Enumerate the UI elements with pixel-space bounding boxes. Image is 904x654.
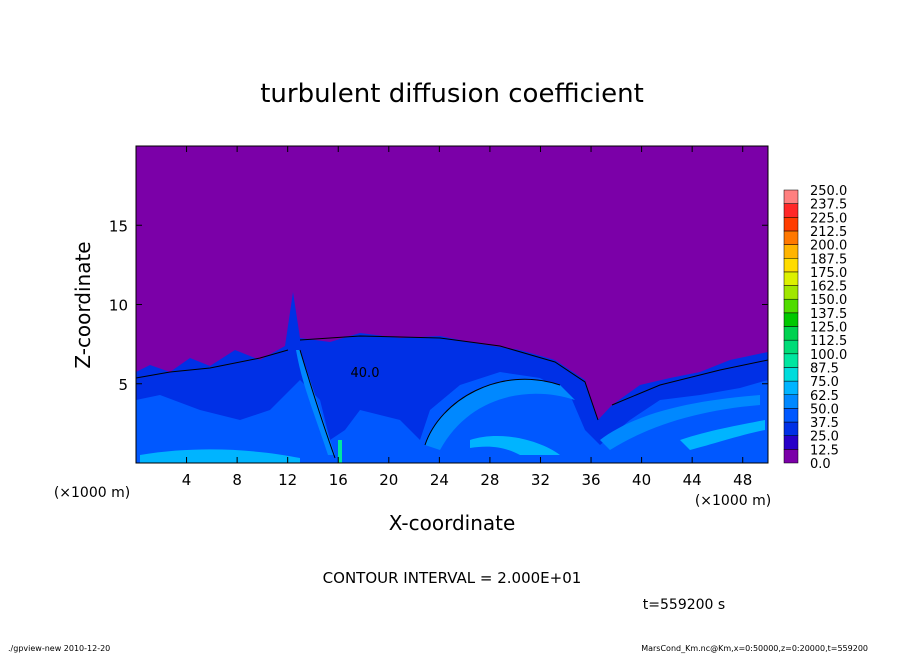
contour-interval: CONTOUR INTERVAL = 2.000E+01 [323,569,582,587]
colorbar-band [783,230,799,245]
colorbar-band [783,367,799,382]
colorbar-label: 12.5 [810,443,839,458]
x-tick-label: 48 [733,471,752,489]
x-tick-label: 4 [182,471,192,489]
colorbar-band [783,312,799,327]
colorbar-label: 0.0 [810,457,831,472]
x-tick-label: 40 [632,471,651,489]
chart-title: turbulent diffusion coefficient [260,79,644,109]
field: 40.0 [135,146,769,463]
y-tick-label: 5 [118,376,128,394]
colorbar-label: 62.5 [810,389,839,404]
colorbar-label: 125.0 [810,321,847,336]
colorbar-band [783,189,799,204]
x-tick-label: 24 [430,471,449,489]
colorbar-band [783,380,799,396]
x-tick-label: 32 [531,471,550,489]
x-tick-label: 16 [329,471,348,489]
y-tick-label: 10 [109,297,128,315]
colorbar-band [783,271,799,286]
footer-left: ./gpview-new 2010-12-20 [8,644,110,653]
y-axis-label: Z-coordinate [71,241,95,368]
colorbar-label: 75.0 [810,375,839,390]
contour-label: 40.0 [351,366,380,381]
colorbar-band [783,203,799,218]
colorbar-band [783,298,799,314]
colorbar-band [783,408,799,423]
colorbar-band [783,435,799,450]
x-tick-label: 20 [379,471,398,489]
x-tick-label: 12 [278,471,297,489]
colorbar-band [783,258,799,273]
colorbar-band [783,421,799,436]
colorbar-band [783,339,799,355]
contour-line [135,335,769,459]
colorbar-label: 100.0 [810,348,847,363]
colorbar-band [783,244,799,259]
x-tick-label: 44 [683,471,702,489]
colorbar-label: 250.0 [810,184,847,199]
colorbar-band [783,353,799,368]
x-unit-label: (×1000 m) [695,493,771,509]
x-tick-label: 8 [232,471,242,489]
x-tick-label: 36 [581,471,600,489]
colorbar-label: 212.5 [810,225,847,240]
colorbar-band [783,285,799,300]
colorbar-band [783,217,799,232]
colorbar-label: 137.5 [810,307,847,322]
colorbar-band [783,449,799,464]
colorbar-label: 237.5 [810,198,847,213]
colorbar-label: 175.0 [810,266,847,281]
footer-right: MarsCond_Km.nc@Km,x=0:50000,z=0:20000,t=… [641,644,868,653]
field-region [140,420,765,463]
field-region [338,440,342,463]
colorbar-label: 150.0 [810,293,847,308]
x-unit-label: (×1000 m) [54,485,130,501]
colorbar-label: 225.0 [810,211,847,226]
field-region [296,350,760,455]
x-tick-label: 28 [480,471,499,489]
y-tick-label: 15 [109,217,128,235]
colorbar-label: 25.0 [810,430,839,445]
colorbar-label: 187.5 [810,252,847,267]
colorbar-label: 162.5 [810,280,847,295]
colorbar-label: 112.5 [810,334,847,349]
x-axis-label: X-coordinate [389,511,516,535]
colorbar-label: 50.0 [810,402,839,417]
colorbar-label: 37.5 [810,416,839,431]
colorbar-label: 200.0 [810,239,847,254]
colorbar-band [783,326,799,341]
colorbar-band [783,394,799,409]
time-label: t=559200 s [643,597,725,613]
colorbar-label: 87.5 [810,361,839,376]
